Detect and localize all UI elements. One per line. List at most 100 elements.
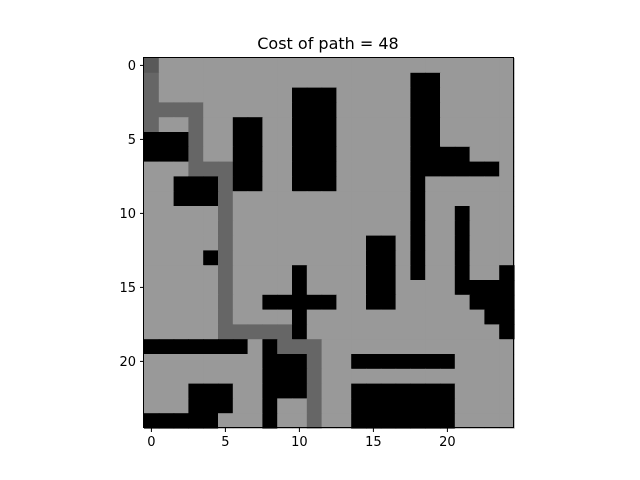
heatmap-cell-free	[247, 235, 263, 251]
heatmap-cell-free	[277, 176, 293, 192]
heatmap-cell-obstacle	[440, 383, 456, 399]
heatmap-cell-free	[484, 324, 500, 340]
heatmap-cell-free	[203, 206, 219, 222]
heatmap-cell-obstacle	[188, 413, 204, 429]
heatmap-cell-free	[173, 309, 189, 325]
heatmap-cell-free	[454, 368, 471, 385]
heatmap-cell-free	[247, 250, 263, 266]
heatmap-cell-free	[306, 280, 323, 296]
heatmap-cell-free	[336, 354, 352, 370]
heatmap-cell-free	[454, 117, 471, 133]
heatmap-cell-obstacle	[454, 161, 471, 177]
heatmap-cell-free	[395, 161, 411, 177]
heatmap-cell-free	[321, 206, 337, 222]
heatmap-cell-free	[203, 280, 219, 296]
heatmap-cell-obstacle	[292, 294, 308, 311]
heatmap-cell-free	[321, 235, 337, 251]
heatmap-cell-obstacle	[203, 398, 219, 414]
heatmap-cell-free	[336, 58, 352, 74]
x-tick-label: 10	[291, 435, 308, 450]
heatmap-cell-free	[336, 146, 352, 163]
heatmap-cell-free	[380, 87, 397, 103]
heatmap-cell-free	[277, 146, 293, 163]
heatmap-cell-obstacle	[410, 220, 426, 237]
heatmap-cell-free	[203, 354, 219, 370]
heatmap-cell-free	[484, 398, 500, 414]
heatmap-cell-free	[380, 309, 397, 325]
heatmap-cell-free	[484, 206, 500, 222]
heatmap-cell-obstacle	[395, 398, 411, 414]
heatmap-cell-free	[262, 191, 278, 207]
heatmap-cell-free	[336, 250, 352, 266]
heatmap-cell-free	[499, 206, 515, 222]
heatmap-cell-free	[366, 368, 382, 385]
heatmap-cell-obstacle	[499, 280, 515, 296]
heatmap-cell-free	[336, 383, 352, 399]
heatmap-cell-free	[262, 220, 278, 237]
heatmap-cell-path	[247, 324, 263, 340]
heatmap-cell-free	[247, 339, 263, 355]
heatmap-cell-free	[395, 339, 411, 355]
heatmap-cell-obstacle	[262, 398, 278, 414]
heatmap-cell-free	[425, 324, 441, 340]
heatmap-cell-free	[277, 102, 293, 118]
heatmap-cell-free	[395, 324, 411, 340]
heatmap-cell-free	[440, 294, 456, 311]
heatmap-cell-free	[277, 87, 293, 103]
heatmap-cell-free	[336, 132, 352, 148]
heatmap-cell-obstacle	[232, 176, 249, 192]
heatmap-cell-free	[144, 280, 160, 296]
heatmap-cell-path	[218, 265, 234, 281]
heatmap-cell-free	[454, 383, 471, 399]
heatmap-cell-free	[188, 87, 204, 103]
heatmap-cell-obstacle	[262, 383, 278, 399]
heatmap-cell-obstacle	[410, 176, 426, 192]
heatmap-cell-free	[499, 132, 515, 148]
heatmap-cell-free	[469, 132, 485, 148]
heatmap-cell-free	[366, 72, 382, 89]
heatmap-cell-path	[277, 324, 293, 340]
heatmap-cell-free	[395, 132, 411, 148]
heatmap-cell-obstacle	[144, 413, 160, 429]
heatmap-cell-free	[336, 265, 352, 281]
heatmap-cell-free	[173, 250, 189, 266]
heatmap-cell-free	[144, 294, 160, 311]
heatmap-cell-obstacle	[454, 235, 471, 251]
heatmap-cell-obstacle	[395, 413, 411, 429]
heatmap-cell-free	[425, 339, 441, 355]
heatmap-cell-free	[366, 206, 382, 222]
heatmap-cell-free	[218, 102, 234, 118]
heatmap-cell-free	[247, 368, 263, 385]
heatmap-cell-obstacle	[366, 354, 382, 370]
heatmap-cell-free	[262, 58, 278, 74]
heatmap-cell-obstacle	[292, 176, 308, 192]
heatmap-cell-obstacle	[425, 146, 441, 163]
heatmap-cell-free	[351, 87, 367, 103]
heatmap-cell-free	[395, 176, 411, 192]
heatmap-cell-obstacle	[158, 146, 175, 163]
heatmap-cell-free	[499, 87, 515, 103]
heatmap-cell-obstacle	[292, 87, 308, 103]
heatmap-cell-free	[484, 58, 500, 74]
heatmap-cell-path	[188, 102, 204, 118]
heatmap-cell-free	[306, 206, 323, 222]
heatmap-cell-obstacle	[321, 146, 337, 163]
heatmap-cell-free	[173, 280, 189, 296]
heatmap-cell-path	[306, 413, 323, 429]
heatmap-cell-free	[306, 235, 323, 251]
heatmap-cell-obstacle	[410, 191, 426, 207]
heatmap-cell-free	[306, 250, 323, 266]
heatmap-cell-obstacle	[425, 87, 441, 103]
heatmap-cell-free	[321, 413, 337, 429]
heatmap-cell-path	[306, 354, 323, 370]
heatmap-cell-free	[158, 235, 175, 251]
heatmap-cell-free	[203, 309, 219, 325]
heatmap-cell-path	[218, 206, 234, 222]
heatmap-cell-obstacle	[292, 354, 308, 370]
heatmap-cell-free	[232, 398, 249, 414]
heatmap-cell-free	[336, 102, 352, 118]
heatmap-cell-free	[410, 339, 426, 355]
heatmap-cell-free	[188, 368, 204, 385]
heatmap-cell-free	[351, 250, 367, 266]
heatmap-cell-obstacle	[380, 235, 397, 251]
